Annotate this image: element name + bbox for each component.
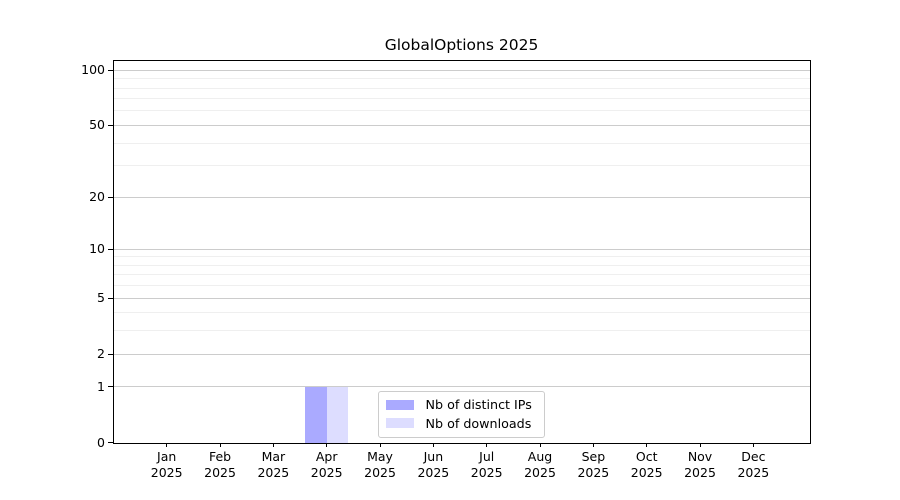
x-tick-mark: [272, 443, 274, 448]
gridline-major: [113, 196, 810, 198]
x-tick-label: Aug 2025: [524, 449, 556, 480]
y-tick-label: 5: [97, 290, 105, 306]
y-tick-mark: [108, 124, 113, 126]
chart-title: GlobalOptions 2025: [384, 36, 539, 54]
legend-label-distinct-ips: Nb of distinct IPs: [425, 397, 532, 413]
gridline-minor: [113, 110, 810, 112]
x-tick-mark: [592, 443, 594, 448]
y-tick-mark: [108, 442, 113, 444]
gridline-minor: [113, 330, 810, 332]
plot-area: Nb of distinct IPs Nb of downloads: [112, 59, 811, 444]
gridline-minor: [113, 285, 810, 287]
gridline-major: [113, 353, 810, 355]
x-tick-mark: [432, 443, 434, 448]
x-tick-label: Apr 2025: [310, 449, 343, 480]
x-tick-label: Oct 2025: [630, 449, 663, 480]
legend-item-distinct-ips: Nb of distinct IPs: [385, 397, 538, 413]
y-tick-mark: [108, 196, 113, 198]
gridline-minor: [113, 256, 810, 258]
x-tick-label: Jun 2025: [417, 449, 450, 480]
gridline-minor: [113, 312, 810, 314]
x-tick-label: Jul 2025: [470, 449, 503, 480]
gridline-minor: [113, 165, 810, 167]
x-tick-mark: [219, 443, 221, 448]
y-tick-label: 100: [81, 62, 105, 78]
y-tick-mark: [108, 353, 113, 355]
gridline-minor: [113, 87, 810, 89]
x-tick-mark: [752, 443, 754, 448]
y-tick-mark: [108, 297, 113, 299]
bar-distinct-ips: [305, 386, 327, 443]
x-tick-label: Nov 2025: [684, 449, 716, 480]
gridline-minor: [113, 98, 810, 100]
x-tick-label: May 2025: [364, 449, 396, 480]
x-tick-mark: [326, 443, 328, 448]
y-tick-label: 1: [97, 378, 105, 394]
y-tick-label: 50: [89, 117, 105, 133]
bar-downloads: [326, 386, 348, 443]
legend: Nb of distinct IPs Nb of downloads: [377, 390, 545, 438]
x-tick-mark: [379, 443, 381, 448]
y-tick-mark: [108, 386, 113, 388]
gridline-major: [113, 386, 810, 388]
y-tick-mark: [108, 69, 113, 71]
gridline-major: [113, 69, 810, 71]
x-tick-mark: [486, 443, 488, 448]
legend-swatch-distinct-ips-icon: [385, 399, 414, 410]
legend-swatch-downloads-icon: [385, 418, 414, 429]
gridline-minor: [113, 142, 810, 144]
y-tick-label: 20: [89, 189, 105, 205]
legend-item-downloads: Nb of downloads: [385, 415, 538, 431]
gridline-major: [113, 124, 810, 126]
gridline-major: [113, 248, 810, 250]
y-tick-mark: [108, 248, 113, 250]
y-tick-label: 0: [97, 434, 105, 450]
y-tick-label: 10: [89, 241, 105, 257]
x-tick-mark: [646, 443, 648, 448]
x-tick-label: Jan 2025: [150, 449, 183, 480]
gridline-minor: [113, 78, 810, 80]
legend-label-downloads: Nb of downloads: [425, 415, 532, 431]
y-tick-label: 2: [97, 346, 105, 362]
gridline-minor: [113, 274, 810, 276]
x-tick-label: Sep 2025: [577, 449, 610, 480]
gridline-major: [113, 297, 810, 299]
x-tick-mark: [699, 443, 701, 448]
gridline-minor: [113, 264, 810, 266]
x-tick-label: Mar 2025: [257, 449, 290, 480]
x-tick-label: Dec 2025: [737, 449, 770, 480]
x-tick-mark: [166, 443, 168, 448]
x-tick-mark: [539, 443, 541, 448]
x-tick-label: Feb 2025: [204, 449, 236, 480]
